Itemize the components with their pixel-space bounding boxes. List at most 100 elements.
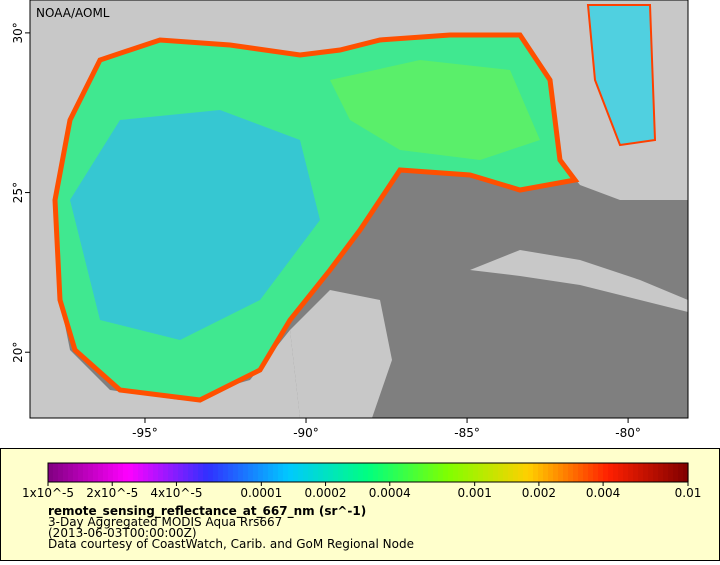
colorbar-cell <box>88 463 94 482</box>
colorbar-cell <box>478 463 484 482</box>
colorbar-cell <box>198 463 204 482</box>
colorbar-cell <box>438 463 444 482</box>
colorbar-cell <box>278 463 284 482</box>
colorbar-cell <box>223 463 229 482</box>
colorbar-cell <box>73 463 79 482</box>
colorbar-tick-label: 1x10^-5 <box>22 486 74 500</box>
data-coverage <box>330 60 540 160</box>
colorbar-cell <box>483 463 489 482</box>
colorbar-cell <box>308 463 314 482</box>
colorbar-tick-label: 0.002 <box>522 486 556 500</box>
colorbar-cell <box>233 463 239 482</box>
colorbar-cell <box>58 463 64 482</box>
colorbar-cell <box>633 463 639 482</box>
colorbar-cell <box>503 463 509 482</box>
colorbar-cell <box>103 463 109 482</box>
x-tick-label: -80° <box>615 426 641 440</box>
data-coverage <box>586 4 657 147</box>
colorbar-tick-label: 0.0002 <box>305 486 347 500</box>
colorbar-cell <box>338 463 344 482</box>
colorbar-cell <box>153 463 159 482</box>
colorbar-cell <box>333 463 339 482</box>
colorbar-cell <box>113 463 119 482</box>
colorbar-cell <box>393 463 399 482</box>
colorbar-cell <box>553 463 559 482</box>
colorbar-cell <box>238 463 244 482</box>
colorbar-cell <box>508 463 514 482</box>
colorbar-cell <box>158 463 164 482</box>
colorbar-cell <box>213 463 219 482</box>
colorbar-cell <box>488 463 494 482</box>
map: NOAA/AOML <box>29 0 689 419</box>
colorbar-cell <box>253 463 259 482</box>
colorbar-cell <box>383 463 389 482</box>
colorbar-cell <box>348 463 354 482</box>
colorbar-cell <box>288 463 294 482</box>
colorbar-cell <box>83 463 89 482</box>
colorbar-cell <box>303 463 309 482</box>
colorbar-cell <box>128 463 134 482</box>
colorbar-cell <box>548 463 554 482</box>
colorbar-cell <box>273 463 279 482</box>
colorbar-cell <box>53 463 59 482</box>
colorbar-cell <box>118 463 124 482</box>
colorbar-cell <box>108 463 114 482</box>
colorbar-cell <box>248 463 254 482</box>
colorbar-cell <box>513 463 519 482</box>
x-tick-label: -85° <box>454 426 480 440</box>
colorbar-cell <box>163 463 169 482</box>
colorbar-cell <box>268 463 274 482</box>
colorbar-cell <box>133 463 139 482</box>
colorbar-cell <box>528 463 534 482</box>
colorbar-cell <box>648 463 654 482</box>
colorbar-cell <box>628 463 634 482</box>
colorbar-cell <box>658 463 664 482</box>
colorbar-cell <box>423 463 429 482</box>
colorbar-cell <box>373 463 379 482</box>
colorbar-cell <box>178 463 184 482</box>
colorbar-cell <box>563 463 569 482</box>
colorbar-cell <box>458 463 464 482</box>
colorbar-cell <box>138 463 144 482</box>
colorbar-cell <box>193 463 199 482</box>
colorbar-cell <box>123 463 129 482</box>
colorbar-cell <box>403 463 409 482</box>
colorbar-cell <box>583 463 589 482</box>
colorbar-cell <box>48 463 54 482</box>
colorbar-cell <box>573 463 579 482</box>
colorbar-cell <box>203 463 209 482</box>
colorbar-cell <box>593 463 599 482</box>
colorbar-cell <box>678 463 684 482</box>
colorbar-cell <box>443 463 449 482</box>
colorbar-cell <box>588 463 594 482</box>
colorbar-cell <box>673 463 679 482</box>
colorbar-cell <box>263 463 269 482</box>
colorbar-cell <box>368 463 374 482</box>
colorbar-cell <box>98 463 104 482</box>
colorbar-cell <box>323 463 329 482</box>
colorbar-cell <box>683 463 689 482</box>
colorbar-cell <box>653 463 659 482</box>
colorbar-tick-label: 0.01 <box>675 486 702 500</box>
colorbar-cell <box>543 463 549 482</box>
colorbar-cell <box>318 463 324 482</box>
colorbar-cell <box>608 463 614 482</box>
colorbar-cell <box>598 463 604 482</box>
colorbar-cell <box>388 463 394 482</box>
colorbar-cell <box>638 463 644 482</box>
colorbar-cell <box>298 463 304 482</box>
colorbar-cell <box>313 463 319 482</box>
legend-title: remote_sensing_reflectance_at_667_nm (sr… <box>48 504 366 519</box>
colorbar-cell <box>448 463 454 482</box>
colorbar-cell <box>183 463 189 482</box>
colorbar-cell <box>343 463 349 482</box>
legend-line: 3-Day Aggregated MODIS Aqua Rrs667 <box>48 515 282 529</box>
colorbar-cell <box>498 463 504 482</box>
colorbar-cell <box>168 463 174 482</box>
colorbar-cell <box>623 463 629 482</box>
colorbar-cell <box>618 463 624 482</box>
colorbar-cell <box>463 463 469 482</box>
colorbar-cell <box>643 463 649 482</box>
